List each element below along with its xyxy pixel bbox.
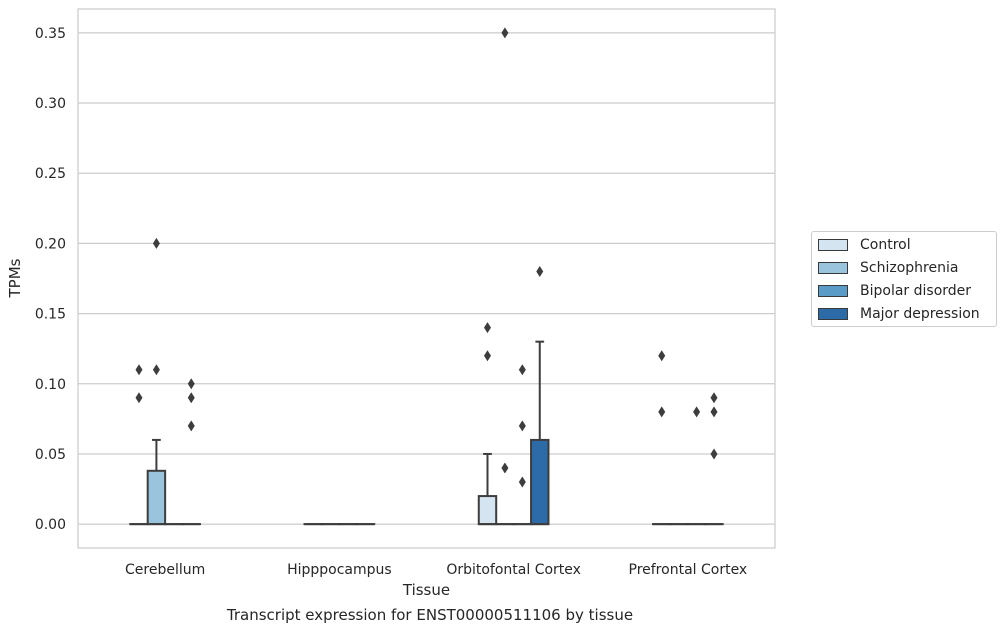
outlier-point [483, 322, 491, 334]
box-group [512, 364, 533, 526]
box-group [652, 350, 672, 526]
box-group [477, 322, 498, 526]
outlier-point [693, 406, 701, 418]
legend-swatch-bipolar-disorder [818, 285, 848, 297]
box-group [146, 237, 167, 526]
outlier-point [501, 27, 509, 39]
y-axis-label: TPMs [6, 258, 24, 298]
figure-caption: Transcript expression for ENST0000051110… [226, 606, 634, 624]
outlier-point [658, 350, 666, 362]
y-tick-label: 0.20 [35, 236, 66, 252]
legend-label-control: Control [860, 237, 911, 253]
y-tick-label: 0.25 [35, 166, 66, 182]
y-tick-labels: 0.00 0.05 0.10 0.15 0.20 0.25 0.30 0.35 [35, 26, 66, 533]
box-group [129, 364, 149, 526]
box-group [495, 27, 515, 526]
box [146, 469, 167, 526]
outlier-point [658, 406, 666, 418]
outlier-point [518, 476, 526, 488]
x-axis-label: Tissue [402, 581, 450, 599]
box-group [704, 392, 724, 526]
x-tick-label: Cerebellum [125, 562, 205, 578]
legend-label-major-depression: Major depression [860, 306, 980, 322]
legend-item-bipolar-disorder: Bipolar disorder [818, 281, 971, 301]
legend-swatch-control [818, 239, 848, 251]
x-tick-label: Hipppocampus [287, 562, 392, 578]
outlier-point [710, 406, 718, 418]
outlier-point [710, 392, 718, 404]
x-tick-labels: Cerebellum Hipppocampus Orbitofontal Corte… [125, 562, 747, 578]
legend-item-major-depression: Major depression [818, 304, 980, 324]
outlier-point [710, 448, 718, 460]
legend-item-schizophrenia: Schizophrenia [818, 258, 958, 278]
y-tick-label: 0.00 [35, 517, 66, 533]
outlier-point [518, 364, 526, 376]
plot-area-frame [77, 8, 776, 549]
boxes [129, 27, 724, 526]
y-tick-label: 0.35 [35, 26, 66, 42]
box [530, 438, 550, 526]
y-tick-label: 0.10 [35, 377, 66, 393]
legend-label-bipolar-disorder: Bipolar disorder [860, 283, 972, 299]
outlier-point [152, 364, 160, 376]
legend-swatch-major-depression [818, 308, 848, 320]
x-tick-label: Orbitofontal Cortex [446, 562, 581, 578]
box-group [181, 378, 201, 526]
outlier-point [152, 237, 160, 249]
legend-swatch-schizophrenia [818, 262, 848, 274]
outlier-point [135, 364, 143, 376]
outlier-point [135, 392, 143, 404]
box-group [686, 406, 707, 526]
y-tick-label: 0.30 [35, 96, 66, 112]
outlier-point [501, 462, 509, 474]
outlier-point [536, 265, 544, 277]
box-group [530, 265, 550, 526]
gridlines [78, 32, 775, 525]
outlier-point [518, 420, 526, 432]
box [477, 495, 498, 526]
outlier-point [187, 420, 195, 432]
y-tick-label: 0.15 [35, 307, 66, 323]
legend-item-control: Control [818, 235, 911, 255]
y-tick-label: 0.05 [35, 447, 66, 463]
legend-label-schizophrenia: Schizophrenia [860, 260, 959, 276]
legend: Control Schizophrenia Bipolar disorder M… [811, 231, 997, 327]
outlier-point [187, 378, 195, 390]
outlier-point [483, 350, 491, 362]
outlier-point [187, 392, 195, 404]
x-tick-label: Prefrontal Cortex [629, 562, 748, 578]
